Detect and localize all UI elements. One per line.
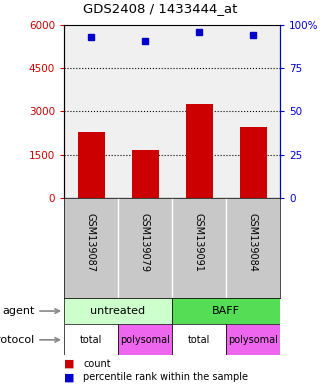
Text: ■: ■: [64, 359, 75, 369]
Bar: [77, 131, 105, 198]
Text: ■: ■: [64, 372, 75, 382]
Text: total: total: [80, 335, 102, 345]
Text: GSM139087: GSM139087: [86, 213, 96, 272]
Text: BAFF: BAFF: [212, 306, 240, 316]
Bar: [172, 298, 280, 324]
Text: GSM139091: GSM139091: [194, 213, 204, 271]
Text: agent: agent: [2, 306, 59, 316]
Text: polysomal: polysomal: [120, 335, 170, 345]
Text: percentile rank within the sample: percentile rank within the sample: [83, 372, 248, 382]
Bar: [64, 324, 118, 355]
Text: count: count: [83, 359, 111, 369]
Text: total: total: [188, 335, 210, 345]
Text: protocol: protocol: [0, 335, 59, 345]
Bar: [118, 324, 172, 355]
Bar: [239, 127, 267, 198]
Text: untreated: untreated: [91, 306, 146, 316]
Bar: [64, 298, 172, 324]
Text: GSM139084: GSM139084: [248, 213, 258, 271]
Text: GSM139079: GSM139079: [140, 213, 150, 272]
Text: GDS2408 / 1433444_at: GDS2408 / 1433444_at: [83, 2, 237, 15]
Bar: [186, 104, 212, 198]
Text: polysomal: polysomal: [228, 335, 278, 345]
Bar: [172, 324, 226, 355]
Bar: [132, 150, 158, 198]
Bar: [226, 324, 280, 355]
